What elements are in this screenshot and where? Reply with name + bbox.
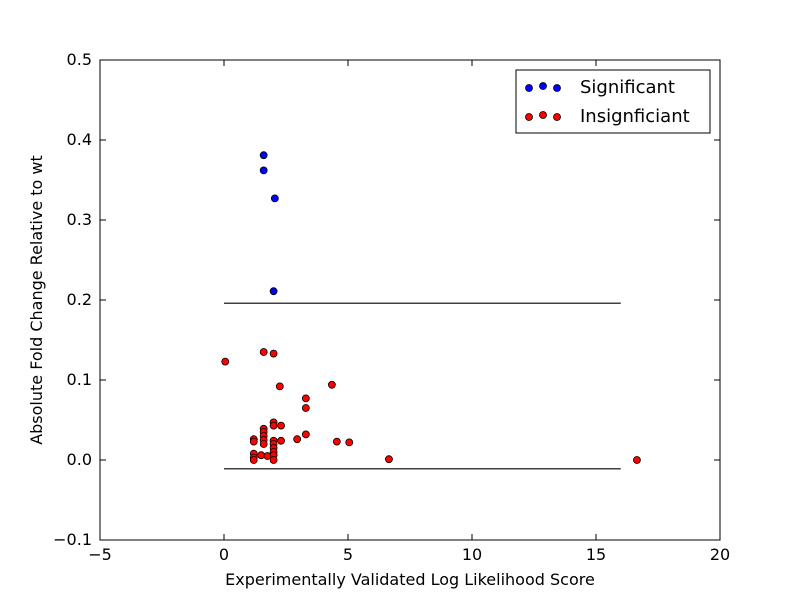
legend: Significant Insignficiant	[515, 69, 711, 134]
x-tick-label: 10	[462, 545, 482, 564]
data-point-insignficiant	[277, 436, 285, 445]
y-tick-label: 0.0	[67, 450, 92, 469]
legend-marker-significant	[525, 84, 533, 92]
legend-item-insignficiant: Insignficiant	[525, 106, 690, 127]
data-point-insignficiant	[249, 437, 258, 446]
data-point-insignficiant	[269, 421, 278, 430]
y-tick-label: 0.2	[67, 290, 92, 309]
legend-label-insignficiant: Insignficiant	[580, 106, 690, 127]
data-point-insignficiant	[263, 452, 272, 460]
data-point-insignficiant	[332, 437, 341, 446]
legend-label-significant: Significant	[580, 77, 675, 98]
legend-marker-insignficiant	[539, 111, 547, 119]
data-point-insignficiant	[301, 394, 310, 403]
data-point-insignficiant	[301, 404, 310, 412]
x-axis-label: Experimentally Validated Log Likelihood …	[225, 570, 595, 589]
y-tick-label: 0.3	[67, 210, 92, 229]
data-point-insignficiant	[385, 455, 393, 464]
y-tick-label: −0.1	[53, 530, 92, 549]
x-tick-label: 20	[710, 545, 730, 564]
y-tick-label: 0.1	[67, 370, 92, 389]
legend-item-significant: Significant	[525, 77, 675, 98]
y-axis-label: Absolute Fold Change Relative to wt	[27, 155, 46, 445]
data-point-insignficiant	[301, 430, 310, 439]
data-point-insignficiant	[259, 440, 268, 448]
x-axis: −5 0 5 10 15 20	[88, 60, 730, 564]
data-point-insignficiant	[327, 380, 336, 389]
data-point-significant	[259, 166, 268, 175]
data-points	[221, 151, 641, 464]
data-point-significant	[270, 194, 279, 203]
data-point-insignficiant	[633, 456, 641, 464]
x-tick-label: 5	[343, 545, 353, 564]
x-tick-label: 15	[586, 545, 606, 564]
data-point-insignficiant	[345, 438, 354, 447]
data-point-significant	[259, 151, 268, 160]
data-point-insignficiant	[259, 348, 268, 356]
legend-marker-insignficiant	[553, 113, 561, 121]
data-point-insignficiant	[293, 435, 302, 444]
data-point-insignficiant	[269, 349, 278, 358]
legend-marker-insignficiant	[525, 113, 533, 121]
x-tick-label: 0	[219, 545, 229, 564]
data-point-insignficiant	[249, 456, 258, 464]
legend-marker-significant	[539, 82, 547, 90]
data-point-insignficiant	[277, 421, 285, 430]
data-point-significant	[269, 287, 278, 296]
data-point-insignficiant	[275, 382, 284, 391]
legend-box	[515, 69, 711, 134]
reference-lines	[224, 302, 621, 470]
x-tick-label: −5	[88, 545, 112, 564]
y-tick-label: 0.4	[67, 130, 92, 149]
data-point-insignficiant	[221, 357, 230, 366]
y-axis: −0.1 0.0 0.1 0.2 0.3 0.4 0.5	[53, 50, 720, 549]
y-tick-label: 0.5	[67, 50, 92, 69]
data-point-insignficiant	[269, 456, 278, 464]
legend-marker-significant	[553, 84, 561, 92]
